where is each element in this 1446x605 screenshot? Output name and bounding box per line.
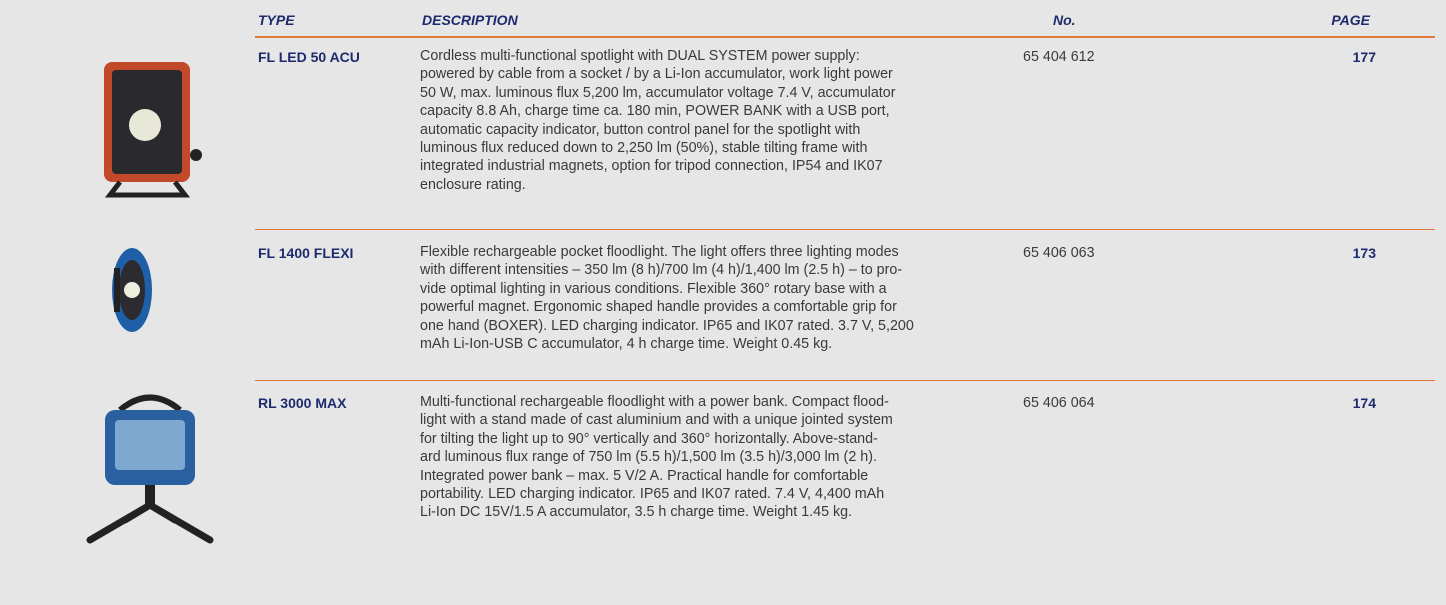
description-line: automatic capacity indicator, button con… — [420, 121, 860, 139]
description-line: Flexible rechargeable pocket floodlight.… — [420, 243, 899, 261]
row-separator — [255, 380, 1435, 381]
description-line: light with a stand made of cast aluminiu… — [420, 411, 893, 429]
fl-1400-flexi-image — [112, 248, 152, 332]
page: 174 — [1316, 395, 1376, 411]
description-line: Li-Ion DC 15V/1.5 A accumulator, 3.5 h c… — [420, 503, 852, 521]
description-line: enclosure rating. — [420, 176, 526, 194]
description-line: 50 W, max. luminous flux 5,200 lm, accum… — [420, 84, 895, 102]
header-number: No. — [1053, 12, 1076, 28]
fl-led-50-acu-image — [104, 62, 202, 195]
number: 65 406 063 — [1023, 245, 1095, 261]
header-type: TYPE — [258, 12, 295, 28]
description-line: with different intensities – 350 lm (8 h… — [420, 261, 902, 279]
description-line: vide optimal lighting in various conditi… — [420, 280, 887, 298]
description-line: powered by cable from a socket / by a Li… — [420, 65, 893, 83]
description-line: integrated industrial magnets, option fo… — [420, 157, 883, 175]
row-separator — [255, 229, 1435, 230]
description-line: luminous flux reduced down to 2,250 lm (… — [420, 139, 867, 157]
description-line: powerful magnet. Ergonomic shaped handle… — [420, 298, 897, 316]
rl-3000-max-image — [90, 398, 210, 541]
type: RL 3000 MAX — [258, 395, 346, 411]
description-line: for tilting the light up to 90° vertical… — [420, 430, 878, 448]
description-line: Cordless multi-functional spotlight with… — [420, 47, 860, 65]
type: FL LED 50 ACU — [258, 49, 360, 65]
description-line: portability. LED charging indicator. IP6… — [420, 485, 884, 503]
type: FL 1400 FLEXI — [258, 245, 353, 261]
header-description: DESCRIPTION — [422, 12, 518, 28]
header-rule — [255, 36, 1435, 38]
number: 65 404 612 — [1023, 49, 1095, 65]
product-images — [0, 0, 250, 605]
number: 65 406 064 — [1023, 395, 1095, 411]
page: TYPE DESCRIPTION No. PAGE FL LED 50 ACU C… — [0, 0, 1446, 605]
description-line: one hand (BOXER). LED charging indicator… — [420, 317, 914, 335]
description-line: ard luminous flux range of 750 lm (5.5 h… — [420, 448, 877, 466]
description-line: Integrated power bank – max. 5 V/2 A. Pr… — [420, 467, 868, 485]
page: 177 — [1316, 49, 1376, 65]
description-line: Multi-functional rechargeable floodlight… — [420, 393, 889, 411]
page: 173 — [1316, 245, 1376, 261]
header-page: PAGE — [1310, 12, 1370, 28]
description-line: mAh Li-Ion-USB C accumulator, 4 h charge… — [420, 335, 832, 353]
description-line: capacity 8.8 Ah, charge time ca. 180 min… — [420, 102, 890, 120]
